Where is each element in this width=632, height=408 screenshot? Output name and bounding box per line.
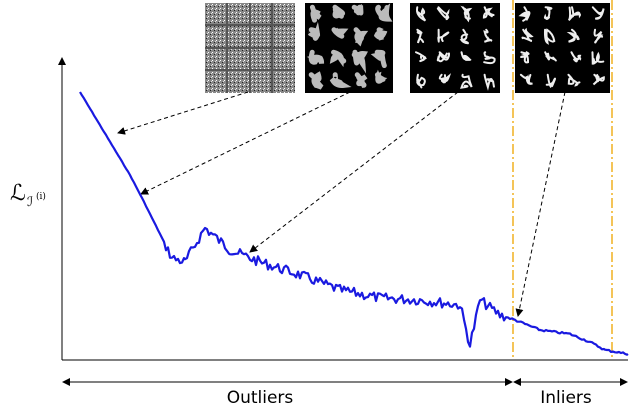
thumbnail-stroke (373, 27, 388, 41)
thumbnail-stroke (414, 51, 427, 63)
thumbnail (205, 3, 295, 93)
thumbnail-stroke (437, 28, 450, 43)
thumbnail-stroke (332, 4, 346, 19)
thumbnail-stroke (309, 4, 322, 23)
thumbnail-stroke (331, 27, 349, 39)
thumbnail-stroke (483, 28, 493, 43)
thumbnail-stroke (459, 28, 469, 45)
thumbnail-stroke (483, 73, 495, 91)
thumbnail-stroke (521, 27, 534, 42)
y-label-subscript: ℐ (27, 195, 33, 210)
thumbnail-stroke (544, 51, 557, 62)
thumbnail-stroke (543, 6, 553, 20)
thumbnail-stroke (543, 28, 556, 45)
thumbnail-stroke (483, 51, 496, 65)
thumbnail-stroke (329, 49, 347, 68)
thumbnail-stroke (593, 28, 604, 44)
thumbnail-stroke (567, 6, 581, 22)
region-label: Outliers (227, 388, 294, 408)
thumbnail (305, 3, 393, 93)
y-label-superscript: (i) (36, 191, 46, 202)
thumbnail-stroke (306, 49, 325, 65)
thumbnail-stroke (416, 73, 426, 89)
thumbnail-stroke (566, 28, 580, 43)
thumbnail-stroke (436, 51, 451, 63)
thumbnail-stroke (353, 27, 369, 47)
thumbnail-stroke (329, 72, 352, 89)
thumbnail-stroke (438, 73, 452, 84)
thumbnail-stroke (592, 73, 605, 86)
thumbnail-stroke (591, 51, 605, 65)
thumbnail-stroke (436, 6, 450, 21)
thumbnail-stroke (570, 51, 582, 63)
thumbnail-stroke (351, 49, 368, 74)
thumbnail-stroke (416, 28, 425, 44)
y-label-symbol: ℒ (10, 181, 26, 206)
thumbnail-stroke (482, 6, 495, 19)
thumbnail-stroke (375, 3, 393, 22)
thumbnail-stroke (307, 21, 321, 41)
thumbnail-stroke (370, 49, 387, 69)
thumbnail-stroke (518, 6, 531, 22)
thumbnail-stroke (354, 72, 368, 88)
thumbnail-stroke (460, 73, 473, 89)
loss-curve (79, 91, 629, 356)
thumbnail-stroke (520, 50, 530, 64)
thumbnail-stroke (567, 73, 581, 87)
thumbnail-stroke (460, 51, 472, 61)
thumbnail-stroke (415, 6, 427, 22)
thumbnail-stroke (374, 69, 388, 84)
thumbnail (515, 3, 610, 93)
pointer-arrows (117, 91, 566, 317)
thumbnail-stroke (308, 71, 324, 90)
thumbnail-stroke (545, 73, 557, 88)
thumbnail-stroke (591, 6, 605, 20)
thumbnail-stroke (519, 73, 533, 85)
region-label: Inliers (540, 388, 592, 408)
thumbnail (410, 3, 500, 93)
thumbnail-stroke (460, 5, 473, 23)
thumbnail-stroke (351, 3, 364, 16)
